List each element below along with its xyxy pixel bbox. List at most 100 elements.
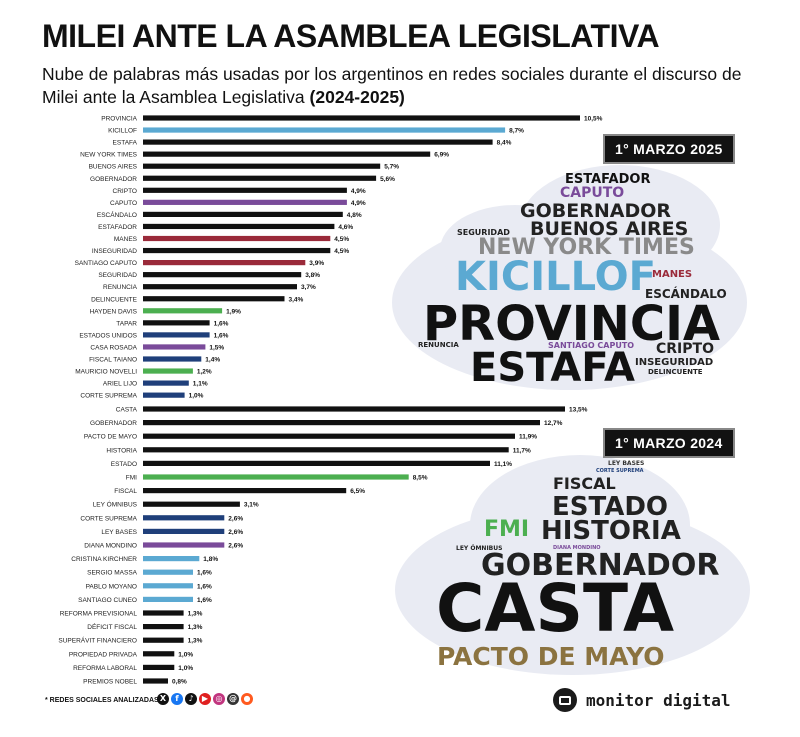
value-label: 0,8% (172, 679, 187, 686)
value-label: 3,8% (305, 272, 320, 279)
brand-name: monitor digital (586, 690, 731, 710)
category-label: PABLO MOYANO (86, 583, 137, 590)
category-label: HAYDEN DAVIS (90, 308, 138, 315)
bar (143, 368, 193, 374)
bar (143, 127, 506, 133)
category-label: FMI (126, 475, 137, 482)
category-label: DÉFICIT FISCAL (87, 622, 137, 631)
category-label: PROPIEDAD PRIVADA (69, 651, 138, 658)
value-label: 4,9% (351, 188, 366, 195)
bar (143, 308, 223, 314)
cloud-word: MANES (652, 269, 693, 280)
bar (143, 175, 377, 181)
category-label: SEGURIDAD (98, 272, 137, 279)
bar (143, 380, 189, 386)
tiktok-icon: ♪ (185, 693, 197, 705)
cloud-word: FISCAL (553, 474, 616, 493)
bar (143, 406, 565, 412)
bar (143, 651, 175, 657)
category-label: ESTADO (111, 461, 137, 468)
bar (143, 247, 331, 254)
cloud-word: KICILLOF (455, 254, 656, 300)
category-label: DIANA MONDINO (84, 543, 137, 550)
date-badge-2024: 1° MARZO 2024 (603, 428, 735, 458)
value-label: 12,7% (544, 420, 563, 427)
cloud-word: ESCÁNDALO (645, 287, 727, 301)
value-label: 1,2% (197, 369, 212, 376)
category-label: NEW YORK TIMES (80, 152, 137, 159)
value-label: 1,9% (226, 308, 241, 315)
category-label: LEY BASES (101, 529, 137, 536)
value-label: 1,3% (188, 611, 203, 618)
value-label: 1,6% (197, 583, 212, 590)
cloud-word: GOBERNADOR (481, 548, 720, 583)
bar (143, 272, 302, 278)
threads-icon: @ (227, 693, 239, 705)
cloud-word: DIANA MONDINO (553, 545, 601, 551)
value-label: 1,0% (189, 393, 204, 400)
cloud-shape (470, 455, 690, 595)
value-label: 2,6% (228, 543, 243, 550)
subtitle-years: (2024-2025) (309, 87, 405, 107)
value-label: 1,8% (203, 556, 218, 563)
value-label: 1,4% (205, 357, 220, 364)
category-label: ESCÁNDALO (97, 210, 137, 219)
bar (143, 420, 540, 426)
value-label: 4,5% (334, 236, 349, 243)
value-label: 1,3% (188, 638, 203, 645)
bar (143, 260, 306, 266)
cloud-word: SANTIAGO CAPUTO (548, 341, 635, 350)
value-label: 11,7% (513, 447, 531, 454)
value-label: 5,7% (384, 164, 399, 171)
cloud-word: ESTAFADOR (565, 172, 651, 187)
bar (143, 344, 206, 350)
bar (143, 139, 493, 145)
cloud-word: LEY BASES (608, 460, 645, 467)
bar (143, 199, 347, 205)
bar (143, 624, 184, 630)
value-label: 1,3% (188, 624, 203, 631)
cloud-word: PACTO DE MAYO (437, 642, 665, 671)
cloud-word: LEY ÓMNIBUS (456, 545, 503, 552)
bar (143, 664, 175, 670)
cloud-word: SEGURIDAD (457, 228, 510, 237)
value-label: 8,4% (497, 140, 512, 147)
cloud-word: HISTORIA (541, 516, 681, 546)
category-label: GOBERNADOR (90, 420, 137, 427)
bar (143, 569, 193, 575)
value-label: 1,6% (214, 332, 229, 339)
value-label: 5,6% (380, 176, 395, 183)
category-label: CASA ROSADA (90, 344, 137, 351)
category-label: GOBERNADOR (90, 176, 137, 183)
date-badge-2025: 1° MARZO 2025 (603, 134, 735, 164)
category-label: MAURICIO NOVELLI (75, 369, 137, 376)
category-label: CORTE SUPREMA (80, 515, 137, 522)
bar-chart-2025: PROVINCIA 10,5% KICILLOF 8,7% ESTAFA 8,4% NEW … (75, 115, 603, 400)
cloud-word: CORTE SUPREMA (596, 468, 644, 474)
value-label: 4,6% (338, 224, 353, 231)
subtitle-text: Nube de palabras más usadas por los arge… (42, 64, 742, 107)
bar (143, 447, 509, 453)
category-label: FISCAL (114, 488, 137, 495)
value-label: 8,7% (509, 128, 524, 135)
bar (143, 596, 193, 602)
bar (143, 678, 168, 684)
x-icon: X (157, 693, 169, 705)
bar (143, 556, 200, 562)
cloud-word: INSEGURIDAD (635, 357, 714, 368)
bar (143, 583, 193, 589)
category-label: PROVINCIA (101, 116, 137, 123)
bar (143, 332, 210, 338)
page-subtitle: Nube de palabras más usadas por los arge… (42, 63, 742, 109)
value-label: 1,0% (178, 651, 193, 658)
bar (143, 501, 240, 507)
category-label: CAPUTO (110, 200, 137, 207)
bar (143, 392, 185, 398)
cloud-word: ESTAFA (470, 345, 635, 391)
cloud-word: BUENOS AIRES (530, 218, 689, 240)
bar (143, 610, 184, 616)
category-label: LEY ÓMNIBUS (93, 500, 138, 509)
brand: monitor digital (553, 688, 731, 712)
bar (143, 474, 409, 480)
cloud-word: CASTA (436, 570, 675, 647)
